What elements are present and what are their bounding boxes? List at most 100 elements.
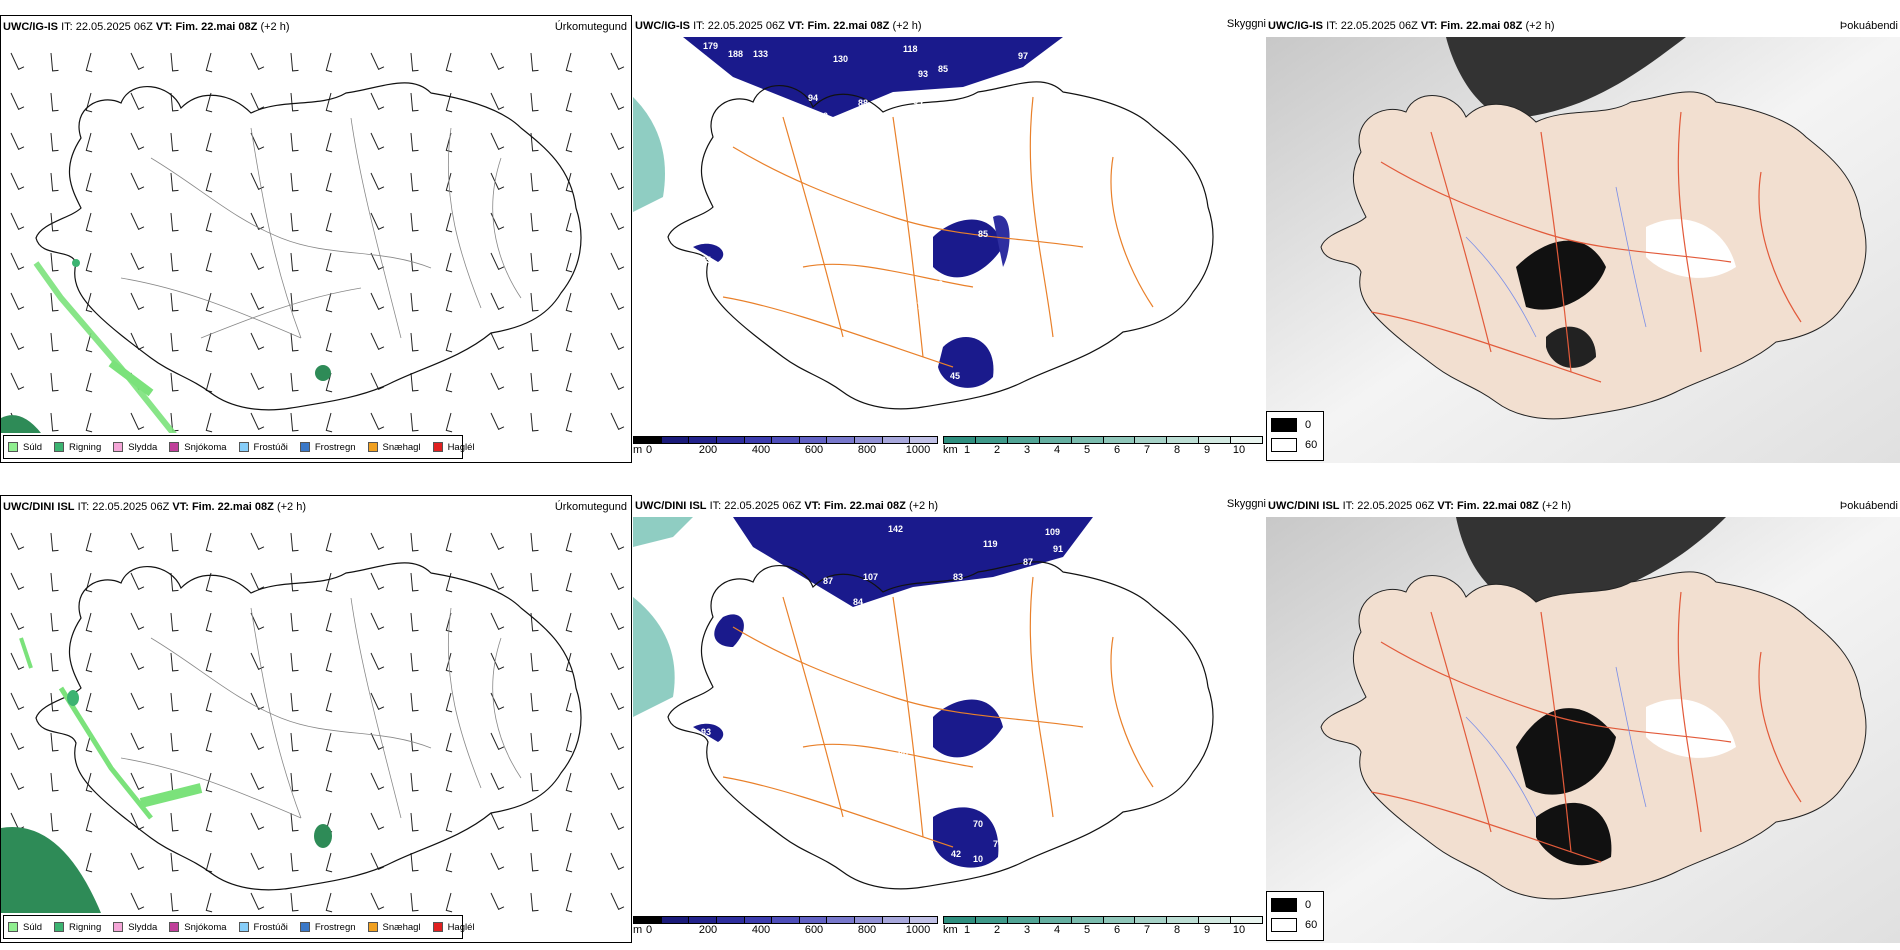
cloudbase-map[interactable]: 142 119 109 107 87 91 84 87 83 67 79 78 …	[633, 517, 1266, 912]
visibility-color-step	[1199, 917, 1232, 923]
tick: 400	[751, 924, 771, 936]
wind-barb	[490, 52, 505, 70]
wind-barb	[490, 132, 505, 150]
wind-barb	[250, 412, 265, 430]
wind-barb	[50, 172, 59, 192]
wind-barb	[290, 252, 299, 272]
wind-barb	[250, 892, 265, 910]
wind-barb	[250, 772, 265, 790]
wind-barb	[565, 532, 573, 553]
wind-barb	[50, 372, 59, 392]
wind-barb	[85, 332, 93, 353]
panel-title: UWC/IG-IS IT: 22.05.2025 06Z VT: Fim. 22…	[3, 21, 290, 33]
legend-swatch	[54, 442, 65, 452]
fog-index-map[interactable]	[1266, 37, 1900, 463]
wind-barb	[490, 772, 505, 790]
wind-barb	[530, 852, 539, 872]
wind-barb	[130, 692, 145, 710]
tick: 800	[857, 924, 877, 936]
rivers-roads	[120, 117, 522, 339]
svg-text:97: 97	[1018, 51, 1028, 61]
svg-text:96: 96	[748, 146, 758, 156]
legend-item-slydda: Slydda	[113, 922, 157, 933]
wind-barb	[85, 372, 93, 393]
wind-barb	[170, 52, 179, 72]
wind-barb	[530, 892, 539, 912]
cloudbase-unit: m	[633, 924, 643, 936]
wind-barb	[370, 612, 385, 630]
svg-text:83: 83	[978, 692, 988, 702]
wind-barb	[250, 732, 265, 750]
fog-legend-row: 0	[1271, 418, 1319, 432]
wind-barb	[10, 212, 25, 230]
wind-barb	[205, 892, 213, 913]
wind-barb	[50, 252, 59, 272]
wind-barb	[325, 372, 333, 393]
wind-barb	[610, 92, 625, 110]
wind-barb	[325, 212, 333, 233]
panel-product-title: Skyggni	[1226, 498, 1266, 510]
svg-text:80: 80	[898, 749, 908, 759]
wind-barb	[130, 52, 145, 70]
wind-barb	[445, 92, 453, 113]
wind-barb	[130, 772, 145, 790]
legend-swatch	[54, 922, 65, 932]
wind-barb	[205, 332, 213, 353]
legend-swatch	[113, 442, 124, 452]
svg-text:75: 75	[896, 291, 906, 301]
cloudbase-panel-row1: UWC/IG-IS IT: 22.05.2025 06Z VT: Fim. 22…	[633, 15, 1266, 463]
low-cloud-area-north	[683, 37, 1063, 117]
tick: 600	[804, 444, 824, 456]
wind-barb	[85, 172, 93, 193]
fog-index-map[interactable]	[1266, 517, 1900, 943]
tick: 200	[698, 924, 718, 936]
wind-barb	[410, 892, 419, 912]
wind-barb	[290, 812, 299, 832]
tick: 1	[963, 444, 971, 456]
wind-barb	[250, 132, 265, 150]
svg-text:85: 85	[978, 229, 988, 239]
wind-barb	[10, 652, 25, 670]
low-cloud-area-south	[933, 219, 1003, 278]
wind-barb	[130, 652, 145, 670]
visibility-unit: km	[943, 924, 958, 936]
wind-barb	[490, 692, 505, 710]
wind-barb	[170, 252, 179, 272]
wind-barb	[325, 692, 333, 713]
svg-text:85: 85	[938, 64, 948, 74]
visibility-colorbar-labels: km 1 2 3 4 5 6 7 8 9 10	[943, 444, 1263, 458]
wind-barb	[530, 292, 539, 312]
svg-text:179: 179	[703, 41, 718, 51]
tick: 2	[993, 444, 1001, 456]
precip-map[interactable]	[1, 38, 631, 433]
wind-barb	[250, 652, 265, 670]
wind-barb	[410, 572, 419, 592]
panel-product-title: Þokuábendi	[1839, 20, 1898, 32]
wind-barb	[325, 772, 333, 793]
svg-text:130: 130	[833, 54, 848, 64]
cloudbase-map[interactable]: 179 188 133 121 130 118 93 85 97 94 88 8…	[633, 37, 1266, 432]
legend-swatch	[299, 922, 310, 932]
precip-map[interactable]	[1, 518, 631, 913]
wind-barb	[410, 372, 419, 392]
wind-barb	[490, 812, 505, 830]
svg-text:69: 69	[905, 595, 915, 605]
wind-barb	[170, 732, 179, 752]
svg-text:78: 78	[917, 301, 927, 311]
wind-barb	[410, 532, 419, 552]
wind-barb	[445, 172, 453, 193]
wind-barb	[410, 52, 419, 72]
wind-barb	[50, 812, 59, 832]
wind-barb	[205, 612, 213, 633]
wind-barb	[10, 332, 25, 350]
svg-text:93: 93	[701, 727, 711, 737]
wind-barb	[410, 132, 419, 152]
wind-barb	[130, 612, 145, 630]
wind-barb	[410, 612, 419, 632]
svg-text:57: 57	[775, 849, 785, 859]
legend-swatch	[299, 442, 310, 452]
iceland-coastline	[35, 562, 582, 891]
tick: 5	[1083, 444, 1091, 456]
wind-barb	[290, 332, 299, 352]
fog-swatch-white	[1271, 918, 1297, 932]
